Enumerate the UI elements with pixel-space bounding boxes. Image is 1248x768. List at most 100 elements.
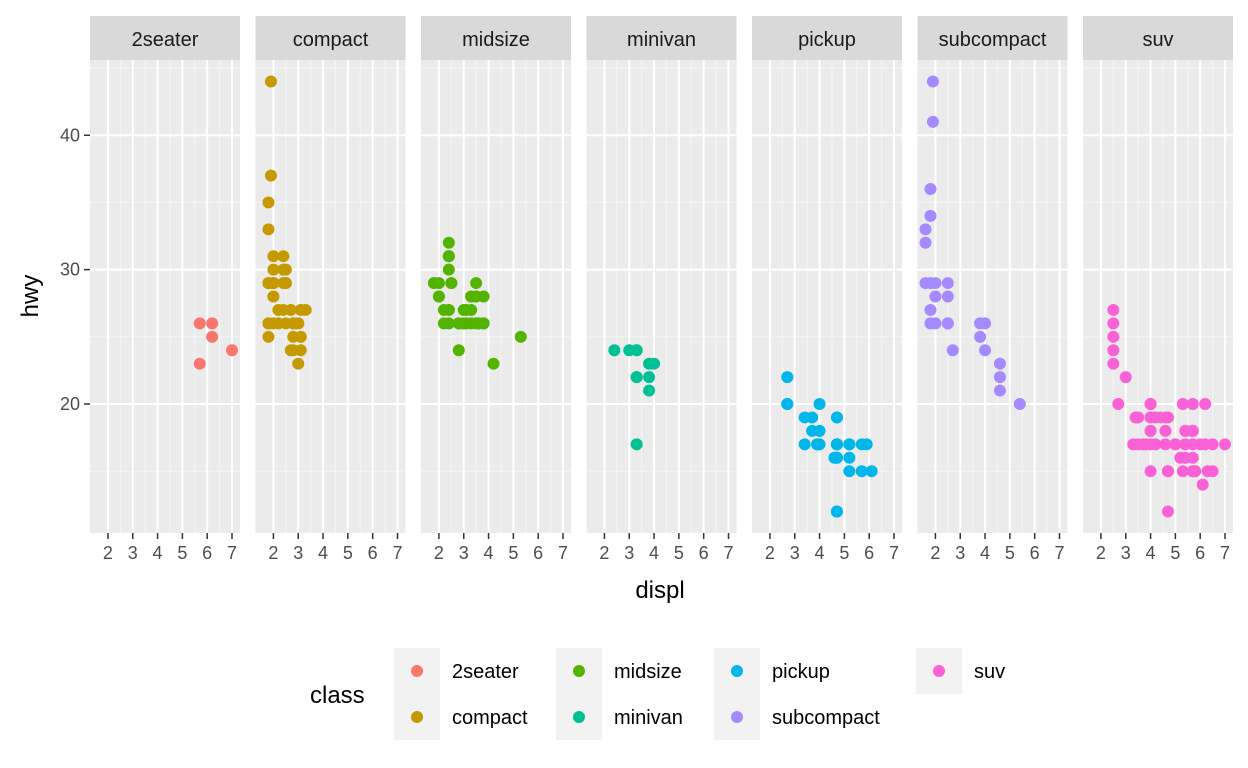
data-point: [1199, 398, 1212, 410]
data-point: [1196, 478, 1209, 491]
legend: class 2seater compact midsize minivan pickup s…: [310, 648, 1005, 740]
y-tick-label: 40: [60, 125, 80, 145]
legend-label: midsize: [614, 661, 682, 683]
data-point: [1169, 438, 1182, 451]
data-point: [798, 411, 811, 424]
legend-label: pickup: [772, 661, 830, 683]
data-point: [442, 250, 455, 263]
legend-item-2seater: 2seater: [394, 648, 519, 694]
facet-midsize: midsize 2 3 4 5 6 7: [421, 16, 571, 563]
data-point: [1186, 424, 1199, 437]
facet-strip: [255, 16, 406, 60]
data-point: [1201, 465, 1214, 478]
x-tick-label: 7: [723, 543, 733, 563]
legend-item-subcompact: subcompact: [714, 694, 880, 740]
data-point: [974, 330, 987, 343]
data-point: [919, 236, 932, 249]
facet-strip-label: midsize: [462, 29, 530, 51]
data-point: [1112, 398, 1125, 410]
data-point: [1144, 398, 1157, 410]
panel-background: [586, 60, 737, 533]
facet-strip: [421, 16, 571, 60]
x-tick-label: 7: [227, 543, 237, 563]
data-point: [1144, 424, 1157, 437]
data-point: [452, 344, 465, 357]
data-point: [813, 438, 826, 451]
data-point: [470, 277, 483, 290]
data-point: [432, 290, 445, 303]
data-point: [979, 344, 992, 357]
facet-minivan: minivan 2 3 4 5 6 7: [586, 16, 737, 563]
facet-2seater: 2seater 2 3 4 5 6 7: [90, 16, 240, 563]
data-point: [830, 505, 843, 518]
facet-strip: [1083, 16, 1233, 60]
x-tick-label: 2: [434, 543, 444, 563]
data-point: [781, 398, 794, 410]
data-point: [262, 223, 275, 236]
data-point: [941, 290, 954, 303]
data-point: [262, 330, 275, 343]
data-point: [206, 317, 219, 330]
data-point: [442, 263, 455, 276]
data-point: [299, 303, 312, 316]
data-point: [1176, 465, 1189, 478]
data-point: [929, 277, 942, 290]
data-point: [1144, 411, 1157, 424]
x-tick-label: 2: [765, 543, 775, 563]
legend-key-point: [573, 665, 585, 677]
x-tick-label: 3: [293, 543, 303, 563]
x-tick-label: 7: [1220, 543, 1230, 563]
x-tick-label: 2: [1096, 543, 1106, 563]
x-tick-label: 5: [343, 543, 353, 563]
data-point: [264, 169, 277, 182]
data-point: [442, 303, 455, 316]
data-point: [926, 75, 939, 88]
data-point: [798, 438, 811, 451]
x-tick-label: 3: [955, 543, 965, 563]
data-point: [608, 344, 621, 357]
data-point: [630, 371, 643, 384]
x-tick-label: 5: [839, 543, 849, 563]
data-point: [226, 344, 238, 357]
data-point: [1107, 330, 1120, 343]
data-point: [279, 263, 292, 276]
data-point: [472, 317, 485, 330]
data-point: [193, 357, 206, 370]
legend-key-point: [411, 711, 423, 723]
data-point: [813, 398, 826, 410]
facet-subcompact: subcompact 2 3 4 5 6 7: [917, 16, 1068, 563]
data-point: [924, 303, 937, 316]
data-point: [292, 357, 305, 370]
data-point: [1144, 465, 1157, 478]
data-point: [924, 209, 937, 222]
data-point: [843, 465, 856, 478]
x-tick-label: 4: [649, 543, 659, 563]
x-tick-label: 7: [1054, 543, 1064, 563]
data-point: [294, 330, 307, 343]
data-point: [1119, 371, 1132, 384]
data-point: [1159, 424, 1172, 437]
x-tick-label: 3: [128, 543, 138, 563]
data-point: [437, 317, 450, 330]
x-tick-label: 5: [1005, 543, 1015, 563]
data-point: [277, 250, 290, 263]
legend-item-minivan: minivan: [556, 694, 683, 740]
data-point: [830, 411, 843, 424]
data-point: [926, 115, 939, 128]
legend-item-suv: suv: [916, 648, 1005, 694]
data-point: [630, 438, 643, 451]
data-point: [843, 438, 856, 451]
data-point: [267, 290, 280, 303]
data-point: [1107, 303, 1120, 316]
panel-background: [421, 60, 571, 533]
data-point: [1186, 398, 1199, 410]
x-tick-label: 2: [268, 543, 278, 563]
data-point: [813, 424, 826, 437]
x-tick-label: 4: [484, 543, 494, 563]
x-tick-label: 6: [699, 543, 709, 563]
legend-key-point: [731, 665, 743, 677]
x-tick-label: 4: [153, 543, 163, 563]
data-point: [294, 344, 307, 357]
data-point: [470, 290, 483, 303]
